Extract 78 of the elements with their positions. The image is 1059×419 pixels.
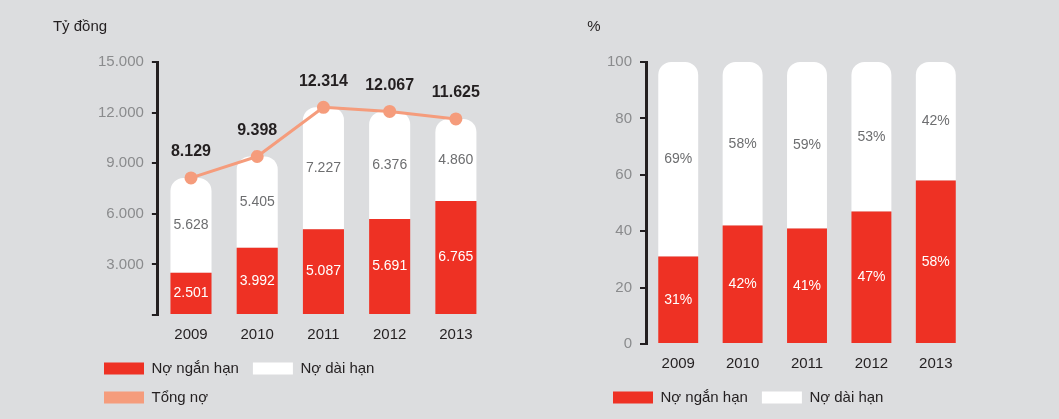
data-label: 4.860 bbox=[438, 150, 474, 167]
legend-label: Nợ dài hạn bbox=[809, 387, 884, 405]
bar bbox=[236, 156, 278, 248]
y-tick-label: 12.000 bbox=[97, 102, 144, 120]
point bbox=[184, 171, 198, 185]
data-label: 58% bbox=[728, 134, 757, 151]
y-tick-label: 3.000 bbox=[106, 254, 144, 272]
point bbox=[250, 149, 264, 163]
bar bbox=[722, 62, 763, 226]
y-tick-label: 15.000 bbox=[97, 52, 144, 70]
legend-label: Tổng nợ bbox=[151, 387, 209, 405]
x-tick-label: 2011 bbox=[790, 354, 824, 372]
data-label: 12.067 bbox=[365, 75, 415, 93]
x-tick-label: 2013 bbox=[919, 354, 953, 372]
bar bbox=[915, 180, 956, 343]
data-label: 69% bbox=[664, 150, 693, 167]
x-tick-label: 2010 bbox=[725, 354, 760, 372]
data-label: 6.765 bbox=[438, 248, 474, 265]
x-tick-label: 2010 bbox=[240, 325, 274, 343]
data-label: 5.087 bbox=[305, 262, 342, 279]
data-label: 9.398 bbox=[237, 120, 278, 138]
legend-label: Nợ dài hạn bbox=[300, 358, 375, 376]
data-label: 5.405 bbox=[239, 192, 275, 209]
data-label: 12.314 bbox=[298, 71, 349, 89]
x-tick-label: 2012 bbox=[854, 354, 889, 372]
bar bbox=[787, 228, 827, 343]
point bbox=[383, 104, 397, 118]
bar bbox=[236, 247, 278, 314]
y-tick-label: 40 bbox=[615, 221, 633, 239]
data-label: 5.691 bbox=[372, 257, 408, 274]
data-label: 59% bbox=[793, 136, 822, 153]
bar bbox=[915, 62, 956, 181]
y-tick-label: 20 bbox=[615, 277, 633, 295]
y-tick-label: 6.000 bbox=[106, 203, 144, 221]
bar bbox=[435, 118, 477, 201]
legend-label: Nợ ngắn hạn bbox=[660, 387, 748, 405]
bar bbox=[787, 62, 827, 229]
bar bbox=[170, 177, 212, 273]
bar bbox=[170, 272, 212, 314]
y-tick-label: 100 bbox=[607, 52, 633, 70]
data-label: 2.501 bbox=[173, 284, 209, 301]
y-tick-label: 60 bbox=[615, 164, 633, 182]
data-label: 7.227 bbox=[305, 159, 342, 176]
y-tick-label: 9.000 bbox=[106, 153, 144, 171]
point bbox=[316, 100, 330, 114]
bar bbox=[722, 225, 763, 343]
y-tick-label: 0 bbox=[623, 334, 633, 352]
bar bbox=[851, 62, 892, 212]
data-label: 5.628 bbox=[173, 216, 209, 233]
data-label: 41% bbox=[793, 276, 822, 293]
x-tick-label: 2011 bbox=[307, 325, 340, 343]
data-label: 42% bbox=[921, 112, 950, 129]
data-label: 53% bbox=[857, 127, 886, 144]
point bbox=[449, 112, 463, 126]
data-label: 11.625 bbox=[431, 83, 481, 101]
data-label: 42% bbox=[728, 275, 757, 292]
bar bbox=[302, 107, 344, 230]
bar bbox=[369, 111, 411, 220]
bar bbox=[658, 62, 699, 257]
data-label: 58% bbox=[921, 252, 950, 269]
data-label: 47% bbox=[857, 268, 886, 285]
legend-label: Nợ ngắn hạn bbox=[151, 358, 239, 376]
data-label: 31% bbox=[664, 290, 693, 307]
bar bbox=[369, 219, 411, 314]
bar bbox=[435, 200, 477, 314]
x-tick-label: 2013 bbox=[439, 325, 473, 343]
x-tick-label: 2009 bbox=[661, 354, 695, 372]
x-tick-label: 2009 bbox=[174, 325, 208, 343]
y-tick-label: 80 bbox=[615, 108, 633, 126]
y-axis-title: Tỷ đồng bbox=[52, 17, 108, 35]
bar bbox=[658, 256, 699, 343]
bar bbox=[851, 211, 892, 343]
bar bbox=[302, 229, 344, 314]
data-label: 3.992 bbox=[239, 271, 275, 288]
x-tick-label: 2012 bbox=[372, 325, 407, 343]
data-label: 6.376 bbox=[372, 156, 408, 173]
data-label: 8.129 bbox=[170, 142, 212, 160]
y-axis-title: % bbox=[587, 17, 601, 35]
